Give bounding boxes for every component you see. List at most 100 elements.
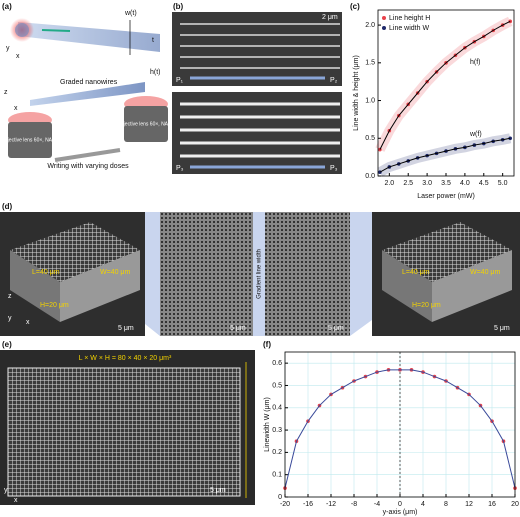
sem-image <box>172 92 342 174</box>
axis-label: x <box>14 497 18 504</box>
dim-label: W=40 μm <box>470 269 500 276</box>
panel-label: (d) <box>2 202 13 211</box>
y-tick-label: 0.1 <box>272 472 282 479</box>
y-tick-label: 0.6 <box>272 360 282 367</box>
label: P₃ <box>330 165 338 172</box>
label: t <box>152 37 154 44</box>
legend-label: Line height H <box>389 15 430 22</box>
y-tick-label: 0.5 <box>272 382 282 389</box>
x-tick-label: 12 <box>465 501 473 508</box>
wires <box>180 102 340 158</box>
wires <box>180 23 340 69</box>
x-tick-label: -16 <box>303 501 313 508</box>
x-tick-label: -8 <box>351 501 357 508</box>
x-tick-label: 20 <box>511 501 519 508</box>
x-tick-label: -4 <box>374 501 380 508</box>
label: Graded nanowires <box>60 79 118 86</box>
x-tick-label: -12 <box>326 501 336 508</box>
dim-label: H=20 μm <box>40 302 69 309</box>
y-tick-label: 0.2 <box>272 449 282 456</box>
cube-side <box>10 250 60 322</box>
label: P₃ <box>176 165 184 172</box>
panel-d: (d) L=40 μm W=40 μm H=20 μm z y x 5 μm 5… <box>0 202 520 336</box>
x-tick-label: 8 <box>444 501 448 508</box>
dim-label: L=40 μm <box>402 269 430 276</box>
label: P₁ <box>176 77 184 84</box>
panel-b: (b) 2 μm P₁ P₂ P₃ P₃ <box>172 2 342 174</box>
cube-side <box>432 250 512 322</box>
dims: L × W × H = 80 × 40 × 20 μm³ <box>79 355 172 362</box>
caption: Writing with varying doses <box>47 163 129 170</box>
annotation: w(f) <box>469 131 482 138</box>
cube-side <box>60 250 140 322</box>
dim-label: H=20 μm <box>412 302 441 309</box>
arrow <box>54 148 121 162</box>
axis-label: x <box>16 53 20 60</box>
y-tick-label: 0 <box>278 494 282 501</box>
objective <box>124 106 168 142</box>
label: P₂ <box>330 77 338 84</box>
x-tick-label: 16 <box>488 501 496 508</box>
x-tick-label: 4.5 <box>479 180 489 187</box>
panel-label: (c) <box>350 2 360 11</box>
label: Gradient line width <box>257 249 263 299</box>
x-tick-label: 2.0 <box>384 180 394 187</box>
axis-label: y <box>8 315 12 322</box>
wire <box>18 22 160 52</box>
x-tick-label: 0 <box>398 501 402 508</box>
scale-bar: 5 μm <box>494 325 510 332</box>
objective <box>8 122 52 158</box>
legend-swatch <box>382 26 386 30</box>
y-tick-label: 1.5 <box>365 60 375 67</box>
y-tick-label: 0.3 <box>272 427 282 434</box>
x-tick-label: 4.0 <box>460 180 470 187</box>
label: w(t) <box>124 10 137 17</box>
axis-label: z <box>4 89 8 96</box>
cube-top <box>382 222 512 282</box>
lens-label: Objective lens 60×, NA1.4 <box>117 121 175 127</box>
panel-label: (b) <box>173 2 184 11</box>
panel-label: (e) <box>2 340 12 349</box>
scale-bar: 5 μm <box>328 325 344 332</box>
panel-label: (a) <box>2 2 12 11</box>
axis-label: z <box>8 293 12 300</box>
cube-side <box>382 250 432 322</box>
sem-image <box>160 212 253 336</box>
label: h(t) <box>150 69 161 76</box>
scale-bar: 5 μm <box>230 325 246 332</box>
axis-label: x <box>14 105 18 112</box>
x-axis-label: y-axis (μm) <box>383 509 418 516</box>
x-axis-label: Laser power (mW) <box>417 193 475 200</box>
sem-image <box>172 12 342 86</box>
lens-label: Objective lens 60×, NA1.4 <box>1 137 59 143</box>
nanowire <box>30 82 145 106</box>
x-tick-label: 4 <box>421 501 425 508</box>
axis-label: y <box>4 487 8 494</box>
arrow <box>41 29 71 32</box>
y-axis-label: Linewidth W (μm) <box>264 397 271 452</box>
annotation: h(f) <box>470 59 481 66</box>
y-axis-label: Line width & height (μm) <box>353 55 360 131</box>
fit-line <box>379 20 511 150</box>
x-tick-label: 3.5 <box>441 180 451 187</box>
lattice <box>7 367 241 497</box>
axis-label: x <box>26 319 30 326</box>
bridge <box>253 212 265 336</box>
scale-bar: 2 μm <box>322 14 338 21</box>
axis-label: y <box>6 45 10 52</box>
plot-frame <box>284 351 516 498</box>
plot-frame <box>377 9 515 177</box>
y-tick-label: 2.0 <box>365 22 375 29</box>
x-tick-label: -20 <box>280 501 290 508</box>
y-tick-label: 1.0 <box>365 97 375 104</box>
voxel <box>15 23 29 37</box>
panel-e: (e) L × W × H = 80 × 40 × 20 μm³ 5 μm y … <box>0 340 255 505</box>
fit-line <box>284 369 516 489</box>
legend-swatch <box>382 16 386 20</box>
y-tick-label: 0.4 <box>272 405 282 412</box>
scale-bar: 5 μm <box>118 325 134 332</box>
x-tick-label: 5.0 <box>498 180 508 187</box>
y-tick-label: 0.0 <box>365 173 375 180</box>
dim-label: W=40 μm <box>100 269 130 276</box>
legend-label: Line width W <box>389 25 429 32</box>
